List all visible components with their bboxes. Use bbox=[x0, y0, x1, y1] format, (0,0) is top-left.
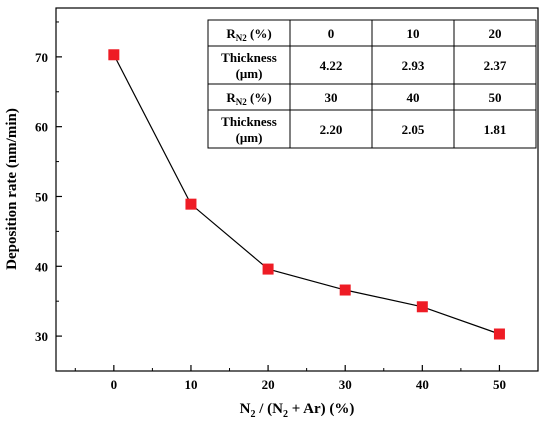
table-cell: 2.37 bbox=[484, 58, 507, 73]
data-point bbox=[108, 49, 120, 61]
x-tick-label: 30 bbox=[339, 377, 352, 392]
y-axis-title: Deposition rate (nm/min) bbox=[4, 108, 20, 270]
table-row-header: Thickness bbox=[221, 114, 277, 129]
series-line bbox=[113, 54, 500, 335]
plot-area-frame bbox=[55, 7, 539, 372]
data-point bbox=[185, 198, 197, 210]
y-axis: 30 40 50 60 70 bbox=[35, 21, 62, 372]
x-tick-label: 50 bbox=[493, 377, 506, 392]
y-tick-label: 70 bbox=[35, 50, 48, 65]
y-tick-label: 40 bbox=[35, 259, 48, 274]
table-cell: 40 bbox=[407, 90, 420, 105]
table-cell: 2.93 bbox=[402, 58, 425, 73]
data-point bbox=[262, 263, 274, 275]
x-axis: 0 10 20 30 40 50 bbox=[74, 365, 539, 392]
x-tick-label: 10 bbox=[184, 377, 197, 392]
table-row-header-unit: (μm) bbox=[236, 130, 263, 145]
y-tick-label: 50 bbox=[35, 189, 48, 204]
y-tick-label: 30 bbox=[35, 329, 48, 344]
table-cell: 2.20 bbox=[320, 122, 343, 137]
table-cell: 20 bbox=[489, 26, 502, 41]
table-row-header: RN2 (%) bbox=[226, 26, 271, 43]
series-markers bbox=[108, 49, 505, 340]
x-axis-title: N2 / (N2 + Ar) (%) bbox=[240, 401, 355, 420]
data-point bbox=[416, 301, 428, 313]
table-cell: 30 bbox=[325, 90, 338, 105]
x-tick-label: 20 bbox=[262, 377, 275, 392]
table-row-header: Thickness bbox=[221, 50, 277, 65]
data-point bbox=[493, 328, 505, 340]
table-cell: 1.81 bbox=[484, 122, 507, 137]
table-cell: 4.22 bbox=[320, 58, 343, 73]
table-row-header: RN2 (%) bbox=[226, 90, 271, 107]
table-cell: 50 bbox=[489, 90, 502, 105]
table-row-header-unit: (μm) bbox=[236, 66, 263, 81]
y-tick-label: 60 bbox=[35, 120, 48, 135]
x-tick-label: 0 bbox=[111, 377, 118, 392]
data-point bbox=[339, 284, 351, 296]
table-cell: 0 bbox=[328, 26, 335, 41]
table-cell: 10 bbox=[407, 26, 420, 41]
x-tick-label: 40 bbox=[416, 377, 429, 392]
table-cell: 2.05 bbox=[402, 122, 425, 137]
